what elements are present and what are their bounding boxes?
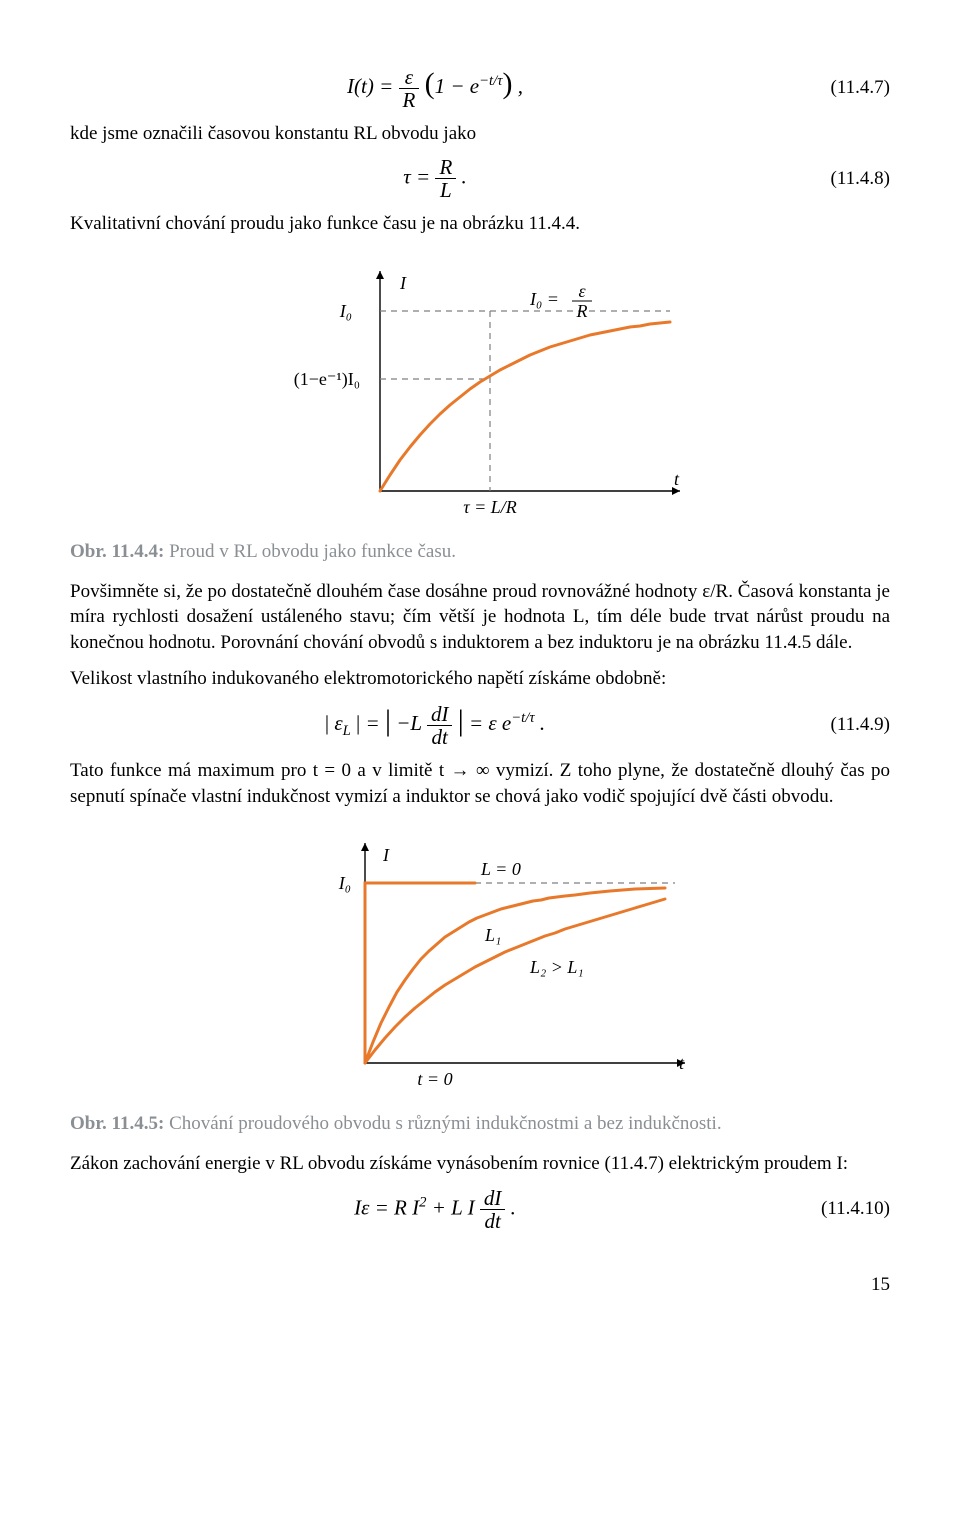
caption-rest: Proud v RL obvodu jako funkce času. <box>164 541 456 562</box>
paragraph: kde jsme označili časovou konstantu RL o… <box>70 121 890 147</box>
svg-text:I₀: I₀ <box>339 301 352 321</box>
svg-text:ε: ε <box>578 281 586 301</box>
equation-11-4-8: τ = RL . (11.4.8) <box>70 156 890 201</box>
caption-rest: Chování proudového obvodu s různými indu… <box>164 1113 721 1134</box>
equation-11-4-8-body: τ = RL . <box>70 156 800 201</box>
svg-text:τ = L/R: τ = L/R <box>463 497 517 517</box>
caption-lead: Obr. 11.4.5: <box>70 1113 164 1134</box>
text: kde jsme označili časovou konstantu RL o… <box>70 123 476 144</box>
paragraph: Velikost vlastního indukovaného elektrom… <box>70 666 890 692</box>
equation-11-4-7: I(t) = εR (1 − e−t/τ) , (11.4.7) <box>70 64 890 111</box>
equation-number: (11.4.10) <box>800 1196 890 1222</box>
svg-text:I: I <box>382 845 390 865</box>
equation-number: (11.4.7) <box>800 75 890 101</box>
svg-text:I₀: I₀ <box>338 873 351 893</box>
paragraph: Povšimněte si, že po dostatečně dlouhém … <box>70 579 890 656</box>
figure-11-4-4-svg: II₀(1−e⁻¹)I₀I₀ =εRτ = L/Rt <box>270 251 690 531</box>
equation-11-4-9-body: | εL | = | −L dIdt | = ε e−t/τ . <box>70 701 800 748</box>
text: Velikost vlastního indukovaného elektrom… <box>70 668 666 689</box>
svg-text:L₂ > L₁: L₂ > L₁ <box>529 957 584 977</box>
figure-11-4-5-caption: Obr. 11.4.5: Chování proudového obvodu s… <box>70 1111 890 1137</box>
equation-11-4-7-body: I(t) = εR (1 − e−t/τ) , <box>70 64 800 111</box>
paragraph: Tato funkce má maximum pro t = 0 a v lim… <box>70 758 890 809</box>
figure-11-4-5: II₀L = 0L₁L₂ > L₁t = 0t <box>70 823 890 1103</box>
page-number: 15 <box>70 1272 890 1298</box>
text: Tato funkce má maximum pro t = 0 a v lim… <box>70 760 890 807</box>
text: Kvalitativní chování proudu jako funkce … <box>70 213 580 234</box>
figure-11-4-4: II₀(1−e⁻¹)I₀I₀ =εRτ = L/Rt <box>70 251 890 531</box>
paragraph: Kvalitativní chování proudu jako funkce … <box>70 211 890 237</box>
svg-text:(1−e⁻¹)I₀: (1−e⁻¹)I₀ <box>294 369 360 390</box>
text: Zákon zachování energie v RL obvodu získ… <box>70 1153 848 1174</box>
equation-number: (11.4.9) <box>800 712 890 738</box>
equation-11-4-9: | εL | = | −L dIdt | = ε e−t/τ . (11.4.9… <box>70 701 890 748</box>
svg-text:I: I <box>399 273 407 293</box>
figure-11-4-5-svg: II₀L = 0L₁L₂ > L₁t = 0t <box>265 823 695 1103</box>
paragraph: Zákon zachování energie v RL obvodu získ… <box>70 1151 890 1177</box>
text: Povšimněte si, že po dostatečně dlouhém … <box>70 581 890 653</box>
svg-text:R: R <box>576 301 588 321</box>
equation-11-4-10-body: Iε = R I2 + L I dIdt . <box>70 1187 800 1232</box>
figure-11-4-4-caption: Obr. 11.4.4: Proud v RL obvodu jako funk… <box>70 539 890 565</box>
svg-text:L₁: L₁ <box>484 925 501 945</box>
svg-text:I₀ =: I₀ = <box>529 289 559 309</box>
equation-11-4-10: Iε = R I2 + L I dIdt . (11.4.10) <box>70 1187 890 1232</box>
caption-lead: Obr. 11.4.4: <box>70 541 164 562</box>
svg-text:L = 0: L = 0 <box>480 859 521 879</box>
svg-text:t = 0: t = 0 <box>417 1069 452 1089</box>
equation-number: (11.4.8) <box>800 166 890 192</box>
